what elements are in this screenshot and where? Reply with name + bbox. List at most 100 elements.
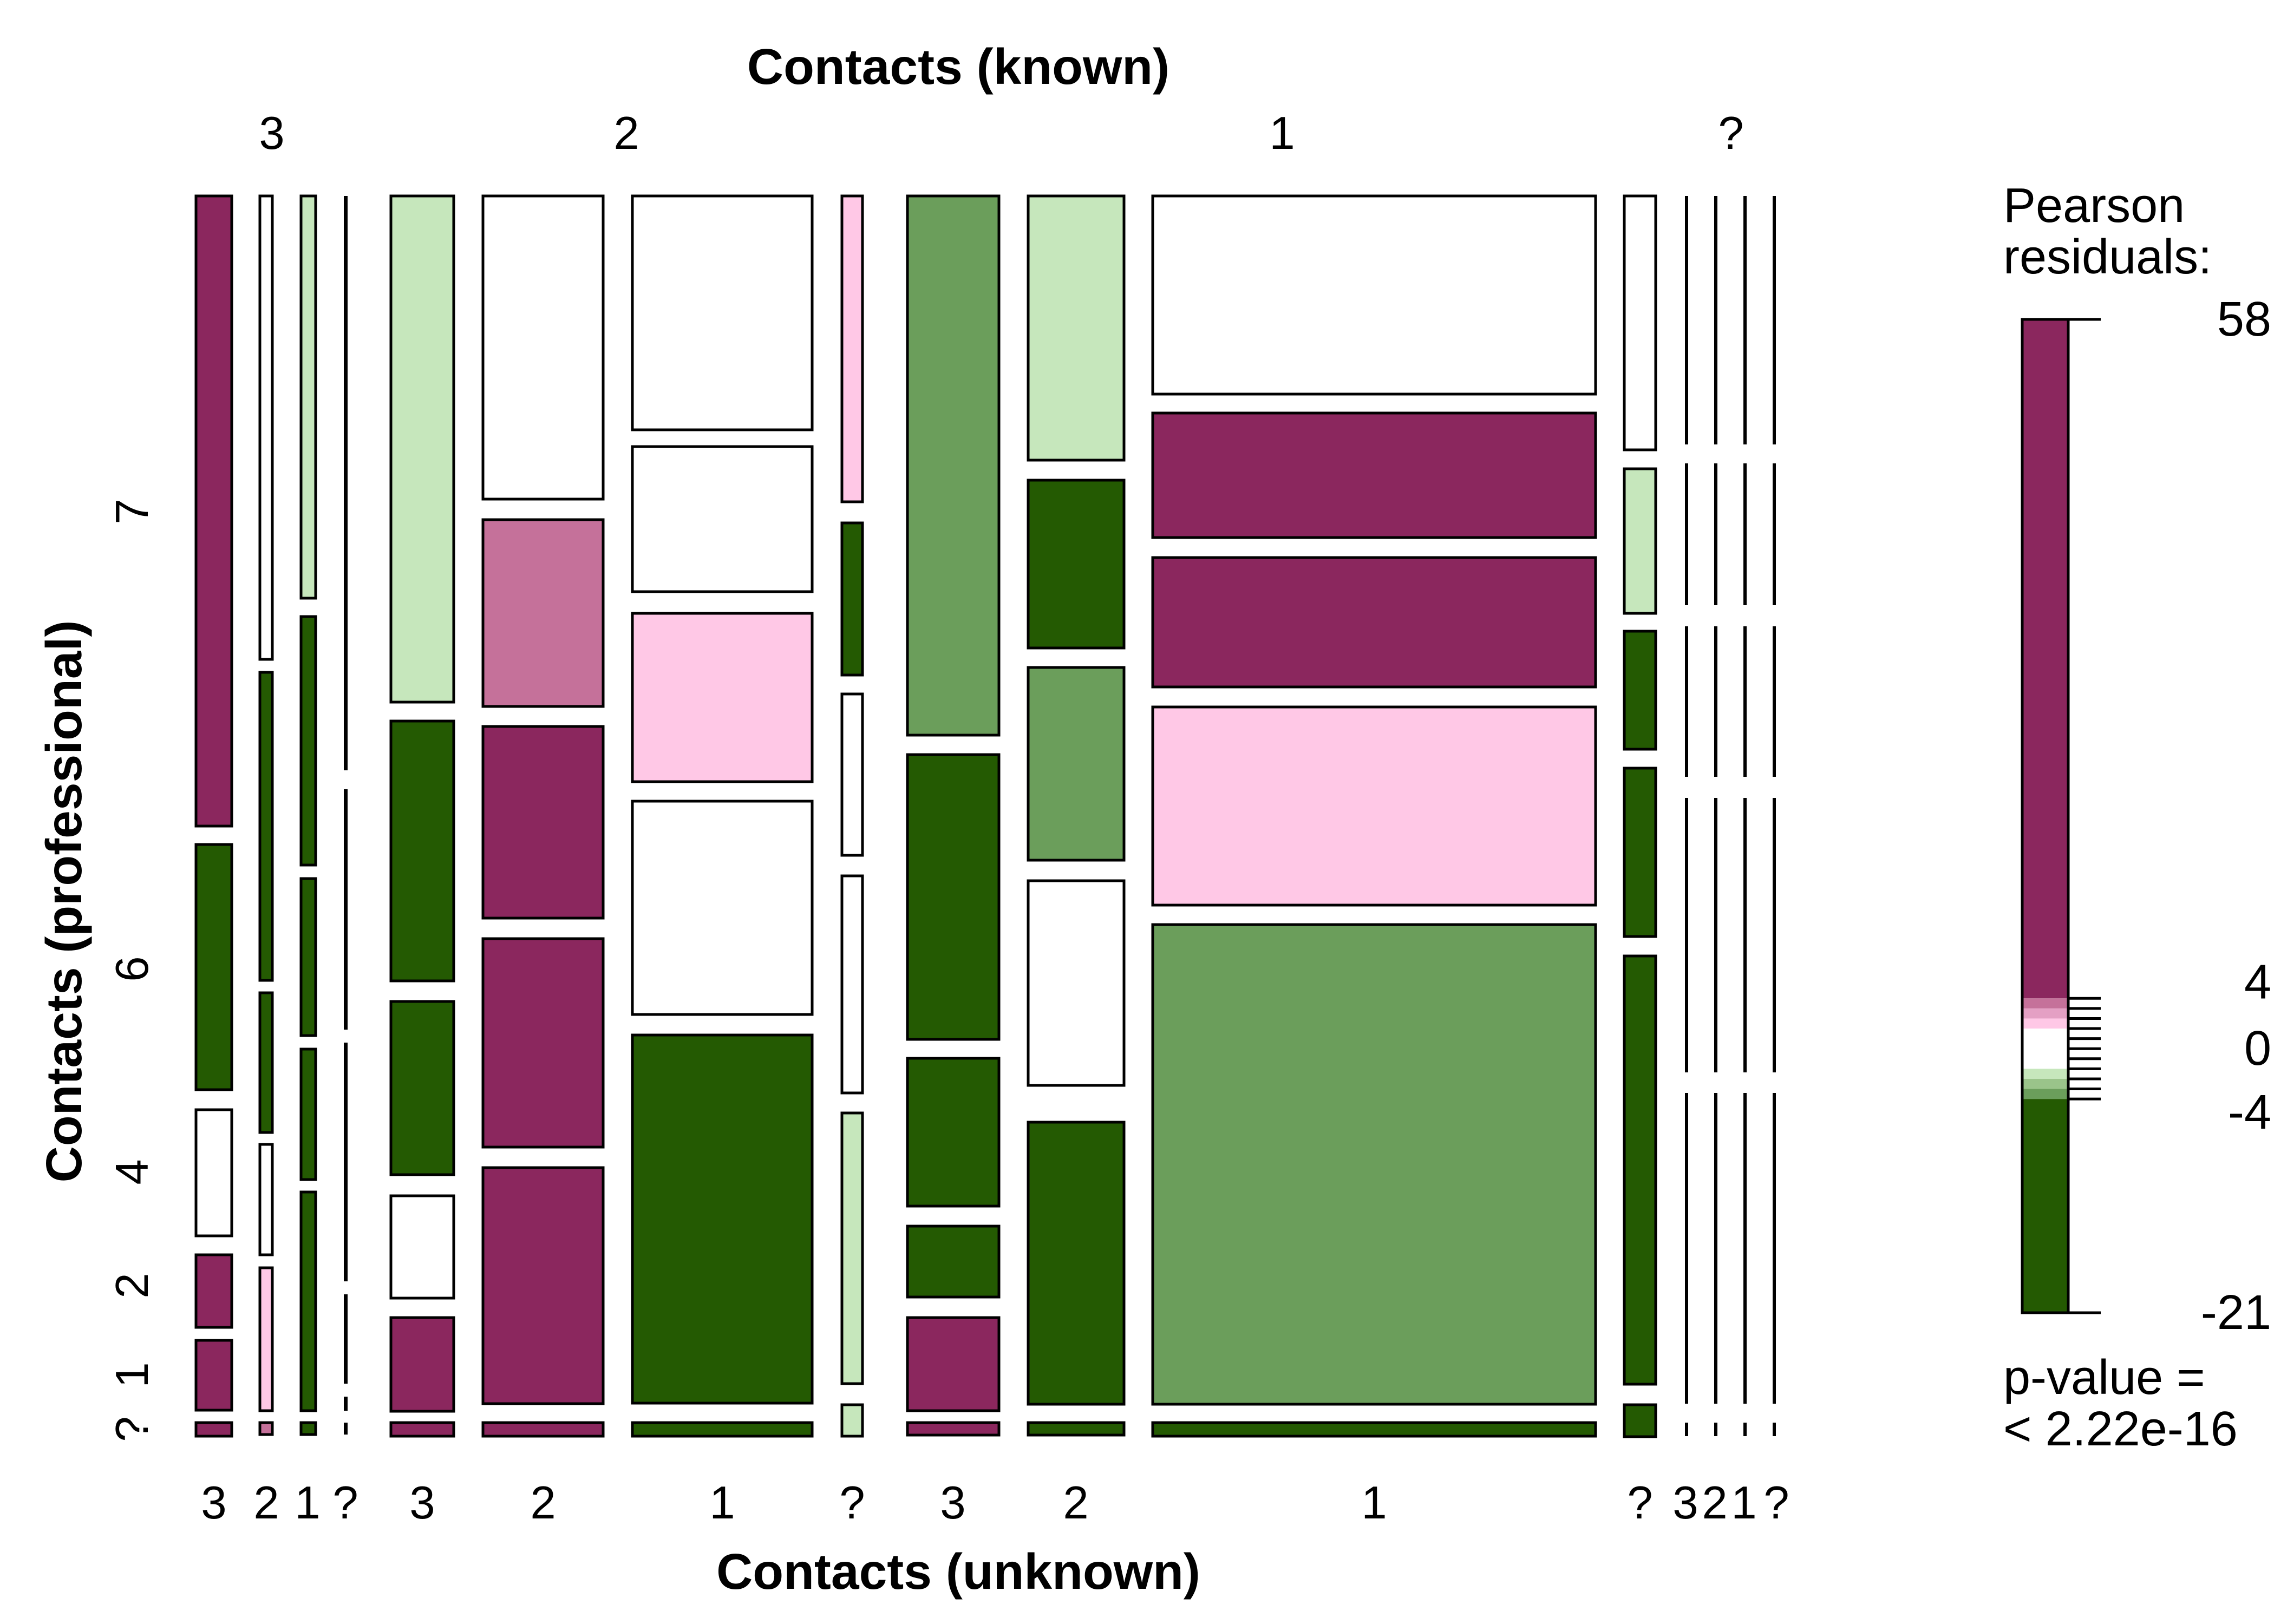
tile-known-?-unknown-1-prof-1 [1743, 1093, 1747, 1404]
tile-known-?-unknown-?-prof-2 [1773, 798, 1776, 1072]
tile-known-3-unknown-2-prof-7 [258, 194, 274, 661]
pvalue-line1: p-value = [2003, 1351, 2205, 1405]
tile-known-3-unknown-2-prof-? [258, 1421, 274, 1436]
tile-known-2-unknown-2-prof-6 [481, 518, 605, 708]
tile-known-2-unknown-2-prof-? [481, 1421, 605, 1438]
legend-tick-label: 58 [2217, 292, 2271, 346]
tile-known-2-unknown-1-prof-? [631, 1421, 814, 1438]
bottom-axis-ticks: 3 2 1? 3 2 1? 3 2 1? 3 2 1? [201, 1477, 1789, 1529]
tile-known-1-unknown-?-prof-6 [1623, 467, 1657, 615]
bottom-axis-title: Contacts (unknown) [716, 1543, 1200, 1600]
legend-tick-label: -4 [2228, 1085, 2271, 1140]
tile-known-?-unknown-2-prof-6 [1714, 463, 1717, 605]
tile-known-1-unknown-2-prof-2 [1027, 879, 1126, 1087]
tile-known-?-unknown-3-prof-? [1685, 1423, 1688, 1436]
tile-known-1-unknown-1-prof-4 [1151, 556, 1597, 689]
legend-band [2022, 319, 2068, 999]
tile-known-?-unknown-?-prof-7 [1773, 196, 1776, 444]
pvalue-line2: < 2.22e-16 [2003, 1402, 2238, 1456]
mosaic-tiles [194, 194, 1776, 1438]
legend-color-bar [2021, 318, 2101, 1314]
bottom-tick-label: 3 [409, 1477, 435, 1529]
tile-known-?-unknown-2-prof-1 [1714, 1093, 1717, 1404]
tile-known-1-unknown-?-prof-7 [1623, 194, 1657, 451]
left-tick-label: 2 [107, 1273, 158, 1298]
legend-band [2022, 1018, 2068, 1029]
tile-known-1-unknown-3-prof-6 [906, 753, 1001, 1041]
legend-ticks: 58 4 0 -4 -21 [2201, 292, 2271, 1340]
tile-known-?-unknown-?-prof-1 [1773, 1093, 1776, 1404]
tile-known-3-unknown-?-prof-6 [344, 789, 348, 1030]
tile-known-3-unknown-3-prof-6 [194, 843, 233, 1091]
tile-known-1-unknown-3-prof-2 [906, 1224, 1001, 1299]
tile-known-?-unknown-2-prof-7 [1714, 196, 1717, 444]
tile-known-1-unknown-3-prof-4 [906, 1057, 1001, 1208]
tile-known-1-unknown-1-prof-6 [1151, 411, 1597, 539]
tile-known-3-unknown-2-prof-1 [258, 1266, 274, 1412]
tile-known-3-unknown-3-prof-1 [194, 1339, 233, 1412]
left-tick-label: 4 [107, 1159, 158, 1184]
tile-known-3-unknown-?-prof-1 [344, 1397, 348, 1411]
tile-known-3-unknown-2-prof-4 [258, 991, 274, 1134]
legend-tick-label: -21 [2201, 1286, 2271, 1340]
legend-band [2022, 1078, 2068, 1089]
tile-known-?-unknown-?-prof-? [1773, 1423, 1776, 1436]
tile-known-2-unknown-3-prof-2 [389, 1194, 455, 1300]
tile-known-?-unknown-3-prof-1 [1685, 1093, 1688, 1404]
tile-known-?-unknown-?-prof-6 [1773, 463, 1776, 605]
bottom-tick-label: 2 [253, 1477, 279, 1529]
tile-known-1-unknown-3-prof-1 [906, 1316, 1001, 1412]
left-tick-label: 7 [107, 499, 158, 524]
tile-known-?-unknown-3-prof-7 [1685, 196, 1688, 444]
tile-known-2-unknown-3-prof-4 [389, 1000, 455, 1176]
tile-known-?-unknown-?-prof-4 [1773, 626, 1776, 777]
tile-known-1-unknown-1-prof-7 [1151, 194, 1597, 396]
tile-known-2-unknown-2-prof-2 [481, 937, 605, 1149]
bottom-tick-label: ? [1627, 1477, 1652, 1529]
legend-band [2022, 1089, 2068, 1099]
top-tick-label: 1 [1269, 108, 1295, 159]
left-tick-label: 1 [107, 1362, 158, 1387]
tile-known-3-unknown-1-prof-1 [299, 1190, 317, 1412]
left-tick-label: ? [107, 1416, 158, 1442]
legend: Pearson residuals: 58 4 0 -4 -21 p-value = <… [2003, 179, 2271, 1456]
tile-known-1-unknown-2-prof-1 [1027, 1121, 1126, 1406]
tile-known-1-unknown-3-prof-? [906, 1421, 1001, 1437]
tile-known-1-unknown-?-prof-2 [1623, 767, 1657, 938]
tile-known-1-unknown-2-prof-4 [1027, 666, 1126, 862]
tile-known-2-unknown-3-prof-1 [389, 1316, 455, 1413]
tile-known-?-unknown-1-prof-6 [1743, 463, 1747, 605]
tile-known-1-unknown-1-prof-1 [1151, 923, 1597, 1406]
tile-known-3-unknown-1-prof-7 [299, 194, 317, 600]
bottom-tick-label: 2 [1063, 1477, 1088, 1529]
bottom-tick-label: ? [839, 1477, 865, 1529]
tile-known-1-unknown-1-prof-? [1151, 1421, 1597, 1438]
tile-known-?-unknown-2-prof-? [1714, 1423, 1717, 1436]
tile-known-2-unknown-3-prof-? [389, 1421, 455, 1438]
tile-known-3-unknown-?-prof-2 [344, 1294, 348, 1384]
bottom-tick-label: ? [332, 1477, 358, 1529]
tile-known-?-unknown-2-prof-4 [1714, 626, 1717, 777]
tile-known-3-unknown-1-prof-2 [299, 1047, 317, 1181]
top-tick-label: 2 [613, 108, 639, 159]
tile-known-2-unknown-1-prof-4 [631, 612, 814, 783]
tile-known-2-unknown-2-prof-7 [481, 194, 605, 501]
tile-known-2-unknown-?-prof-6 [840, 521, 864, 677]
tile-known-1-unknown-1-prof-2 [1151, 705, 1597, 907]
bottom-tick-label: ? [1763, 1477, 1789, 1529]
legend-tick-label: 0 [2244, 1021, 2271, 1076]
tile-known-?-unknown-1-prof-2 [1743, 798, 1747, 1072]
tile-known-2-unknown-1-prof-6 [631, 445, 814, 593]
tile-known-2-unknown-1-prof-7 [631, 194, 814, 431]
tile-known-?-unknown-2-prof-2 [1714, 798, 1717, 1072]
tile-known-3-unknown-?-prof-7 [344, 196, 348, 770]
tile-known-?-unknown-3-prof-2 [1685, 798, 1688, 1072]
tile-known-2-unknown-3-prof-7 [389, 194, 455, 704]
tile-known-2-unknown-?-prof-2 [840, 874, 864, 1095]
bottom-tick-label: 1 [295, 1477, 320, 1529]
bottom-tick-label: 2 [1702, 1477, 1727, 1529]
tile-known-3-unknown-1-prof-4 [299, 877, 317, 1037]
tile-known-1-unknown-?-prof-4 [1623, 630, 1657, 751]
legend-tick-label: 4 [2244, 955, 2271, 1009]
